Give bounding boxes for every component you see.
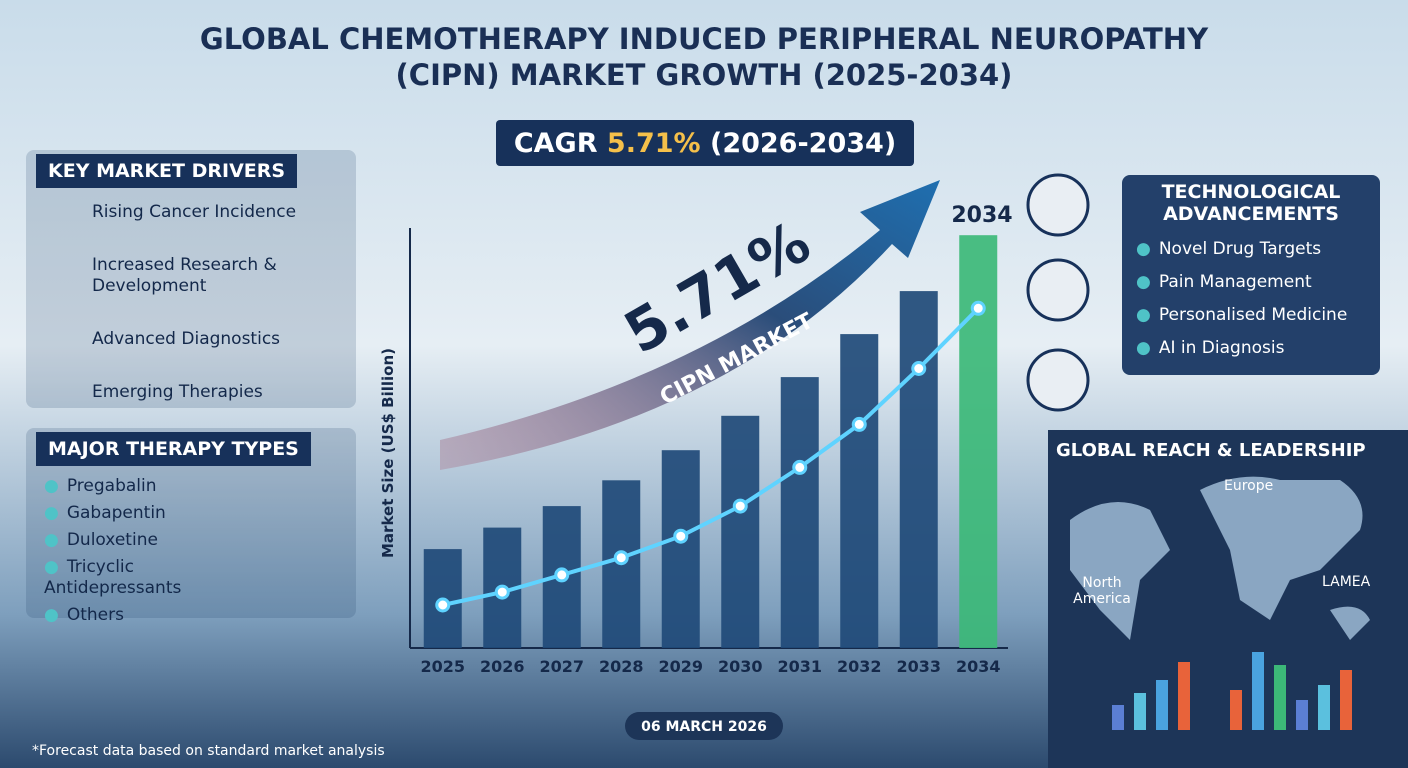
x-tick-label: 2025 bbox=[420, 657, 465, 676]
driver-item: Increased Research & Development bbox=[92, 255, 312, 297]
trend-point bbox=[494, 584, 510, 600]
trend-point bbox=[970, 300, 986, 316]
region: LAMEA bbox=[1322, 574, 1371, 590]
drivers-heading: KEY MARKET DRIVERS bbox=[36, 154, 298, 188]
x-tick-label: 2026 bbox=[480, 657, 525, 676]
bar bbox=[780, 377, 819, 648]
trend-line bbox=[442, 306, 980, 607]
x-tick-label: 2031 bbox=[777, 657, 822, 676]
trend-point bbox=[435, 597, 451, 613]
world-map bbox=[1070, 476, 1370, 640]
trend-point bbox=[732, 498, 748, 514]
x-tick-label: 2029 bbox=[658, 657, 703, 676]
tech-item: ● AI in Diagnosis bbox=[1136, 338, 1356, 359]
bullet: ● bbox=[44, 530, 59, 550]
therapy-item: ● Others bbox=[44, 605, 264, 626]
item-text: AI in Diagnosis bbox=[1158, 338, 1285, 358]
bullet: ● bbox=[44, 476, 59, 496]
region: North America bbox=[1073, 575, 1131, 607]
end-year: 2034 bbox=[951, 203, 1012, 228]
title-line: GLOBAL CHEMOTHERAPY INDUCED PERIPHERAL N… bbox=[199, 22, 1209, 56]
trend-point bbox=[792, 459, 808, 475]
bullet: ● bbox=[1136, 239, 1151, 259]
date: 06 MARCH 2026 bbox=[641, 719, 767, 735]
bullet: ● bbox=[1136, 338, 1151, 358]
tech-list: ● Novel Drug Targets ● Pain Management ● Pers… bbox=[1136, 239, 1380, 359]
x-tick-label: 2034 bbox=[956, 657, 1001, 676]
drivers-panel: KEY MARKET DRIVERS Rising Cancer Inciden… bbox=[26, 150, 356, 408]
x-tick-label: 2030 bbox=[718, 657, 763, 676]
cagr-label: CAGR bbox=[514, 128, 598, 159]
growth-arrow bbox=[440, 180, 940, 470]
plot: Market Size (US$ Billion) 2025 2026 2027 202… bbox=[379, 228, 1008, 676]
item-text: Personalised Medicine bbox=[1158, 305, 1348, 325]
item-text: Novel Drug Targets bbox=[1158, 239, 1322, 259]
item-text: Gabapentin bbox=[66, 503, 166, 523]
tech-panel: TECHNOLOGICAL ADVANCEMENTS ● Novel Drug T… bbox=[1122, 175, 1380, 375]
title-line: (CIPN) MARKET GROWTH (2025-2034) bbox=[395, 58, 1013, 92]
mini-bars bbox=[1112, 652, 1352, 730]
therapy-item: ● Duloxetine bbox=[44, 530, 264, 551]
bar bbox=[661, 450, 700, 648]
therapies-list: ● Pregabalin ● Gabapentin ● Duloxetine ● Tricyc… bbox=[44, 476, 356, 626]
bullet: ● bbox=[44, 557, 59, 577]
drivers-list: Rising Cancer Incidence Increased Researc… bbox=[92, 202, 356, 403]
item-text: Tricyclic Antidepressants bbox=[44, 557, 182, 598]
item-text: Emerging Therapies bbox=[92, 382, 263, 402]
driver-item: Emerging Therapies bbox=[92, 382, 312, 403]
therapy-item: ● Gabapentin bbox=[44, 503, 264, 524]
bullet: ● bbox=[1136, 272, 1151, 292]
cagr-rate: 5.71% bbox=[607, 128, 701, 159]
tech-item: ● Novel Drug Targets bbox=[1136, 239, 1356, 260]
x-tick-label: 2032 bbox=[837, 657, 882, 676]
bullet: ● bbox=[1136, 305, 1151, 325]
item-text: Pregabalin bbox=[66, 476, 157, 496]
driver-item: Rising Cancer Incidence bbox=[92, 202, 312, 223]
tech-item: ● Pain Management bbox=[1136, 272, 1356, 293]
x-tick-label: 2027 bbox=[539, 657, 584, 676]
cagr-text: CAGR 5.71% (2026-2034) bbox=[514, 128, 896, 159]
item-text: Pain Management bbox=[1158, 272, 1312, 292]
bullet: ● bbox=[44, 605, 59, 625]
x-tick-label: 2028 bbox=[599, 657, 644, 676]
trend-point bbox=[613, 550, 629, 566]
reach-heading: GLOBAL REACH & LEADERSHIP bbox=[1056, 440, 1366, 461]
trend-point bbox=[554, 567, 570, 583]
region: Europe bbox=[1224, 478, 1274, 494]
bar bbox=[959, 235, 998, 648]
trend-point bbox=[851, 416, 867, 432]
bullet: ● bbox=[44, 503, 59, 523]
therapies-panel: MAJOR THERAPY TYPES ● Pregabalin ● Gabapent… bbox=[26, 428, 356, 625]
item-text: Duloxetine bbox=[66, 530, 158, 550]
cagr-period: (2026-2034) bbox=[710, 128, 896, 159]
therapies-heading: MAJOR THERAPY TYPES bbox=[36, 432, 311, 466]
bar bbox=[721, 415, 760, 648]
item-text: Others bbox=[66, 605, 124, 625]
trend-point bbox=[673, 528, 689, 544]
driver-item: Advanced Diagnostics bbox=[92, 329, 312, 350]
bar bbox=[840, 334, 879, 648]
item-text: Increased Research & Development bbox=[92, 255, 277, 296]
therapy-item: ● Tricyclic Antidepressants bbox=[44, 557, 264, 599]
date-pill bbox=[625, 712, 783, 740]
item-text: Rising Cancer Incidence bbox=[92, 202, 297, 222]
tech-heading: TECHNOLOGICAL ADVANCEMENTS bbox=[1161, 181, 1341, 225]
cagr-box bbox=[496, 120, 914, 166]
item-text: Advanced Diagnostics bbox=[92, 329, 281, 349]
footnote: *Forecast data based on standard market … bbox=[32, 743, 385, 759]
bar bbox=[899, 291, 938, 648]
y-axis-label: Market Size (US$ Billion) bbox=[379, 348, 397, 558]
avatars bbox=[1026, 173, 1090, 412]
tech-item: ● Personalised Medicine bbox=[1136, 305, 1356, 326]
x-tick-label: 2033 bbox=[896, 657, 941, 676]
therapy-item: ● Pregabalin bbox=[44, 476, 264, 497]
trend-point bbox=[911, 361, 927, 376]
